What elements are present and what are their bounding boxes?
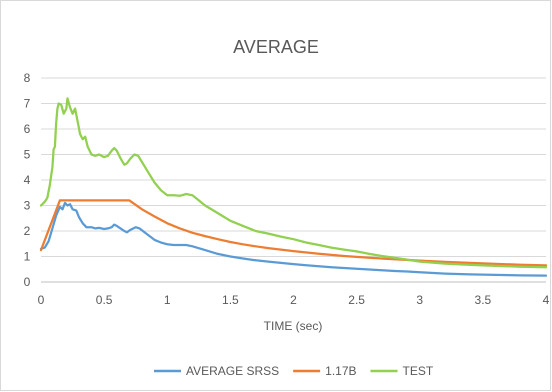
x-tick-label: 2.5 xyxy=(348,293,365,307)
y-tick-label: 1 xyxy=(24,250,31,264)
x-tick-label: 1 xyxy=(164,293,171,307)
y-tick-label: 0 xyxy=(24,275,31,289)
series-line xyxy=(39,201,548,277)
legend-label: AVERAGE SRSS xyxy=(186,364,279,378)
series-lines xyxy=(39,97,548,277)
x-tick-label: 1.5 xyxy=(222,293,239,307)
y-tick-label: 7 xyxy=(24,97,31,111)
legend-label: TEST xyxy=(403,364,434,378)
x-tick-label: 4 xyxy=(543,293,550,307)
series-line xyxy=(39,199,548,267)
y-tick-label: 6 xyxy=(24,122,31,136)
legend-label: 1.17B xyxy=(325,364,356,378)
x-axis-ticks: 0 0.5 1 1.5 2 2.5 3 3.5 4 xyxy=(38,293,550,307)
y-axis-ticks: 0 1 2 3 4 5 6 7 8 xyxy=(24,71,31,289)
chart-title: AVERAGE xyxy=(233,37,319,57)
y-tick-label: 3 xyxy=(24,199,31,213)
y-tick-label: 2 xyxy=(24,224,31,238)
x-tick-label: 0 xyxy=(38,293,45,307)
y-tick-label: 8 xyxy=(24,71,31,85)
series-line xyxy=(39,97,548,269)
x-tick-label: 3.5 xyxy=(475,293,492,307)
x-tick-label: 3 xyxy=(416,293,423,307)
legend: AVERAGE SRSS 1.17B TEST xyxy=(154,364,434,378)
y-tick-label: 5 xyxy=(24,148,31,162)
x-tick-label: 0.5 xyxy=(96,293,113,307)
y-tick-label: 4 xyxy=(24,173,31,187)
x-tick-label: 2 xyxy=(290,293,297,307)
x-axis-label: TIME (sec) xyxy=(264,319,323,333)
